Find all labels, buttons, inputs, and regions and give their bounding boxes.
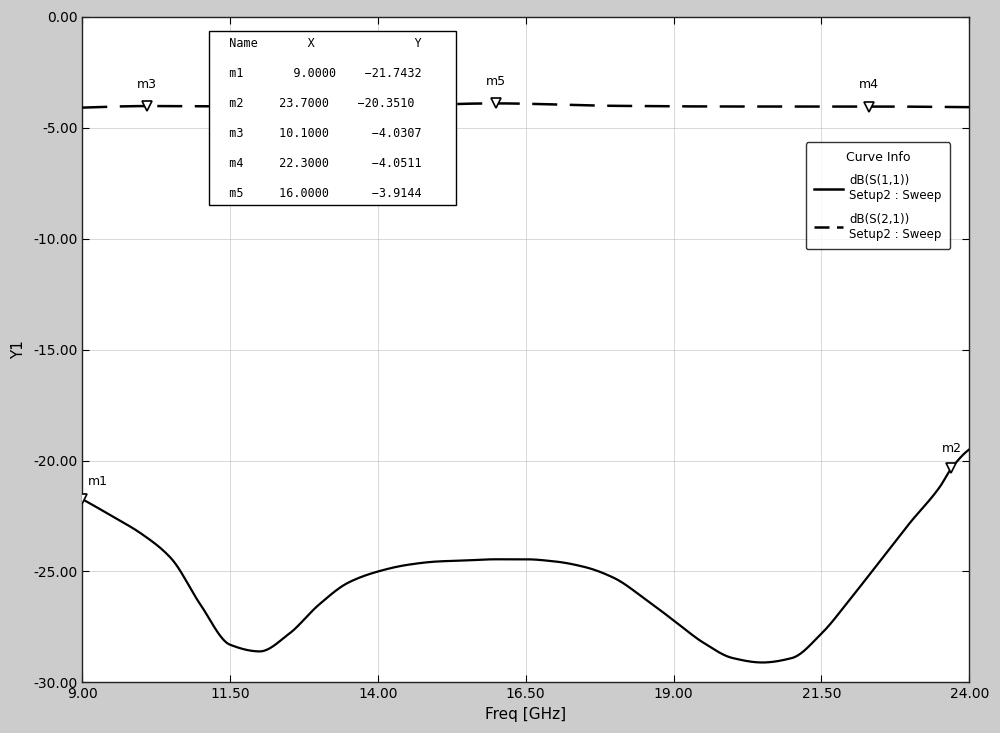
Legend: dB(S(1,1))
Setup2 : Sweep, dB(S(2,1))
Setup2 : Sweep: dB(S(1,1)) Setup2 : Sweep, dB(S(2,1)) Se… [806, 142, 950, 249]
Text: m2: m2 [941, 442, 961, 455]
Text: m3: m3 [137, 78, 157, 91]
Y-axis label: Y1: Y1 [11, 340, 26, 359]
Text: m4: m4 [859, 78, 879, 91]
Text: m5: m5 [486, 75, 506, 88]
Text: Name       X              Y    

  m1       9.0000    −21.7432

  m2     23.7000: Name X Y m1 9.0000 −21.7432 m2 23.7000 [215, 37, 450, 199]
Text: m1: m1 [88, 475, 108, 488]
X-axis label: Freq [GHz]: Freq [GHz] [485, 707, 566, 722]
